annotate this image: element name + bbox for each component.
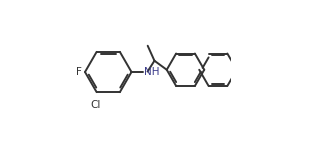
Text: Cl: Cl	[90, 100, 100, 110]
Text: NH: NH	[144, 67, 160, 77]
Text: F: F	[77, 67, 82, 77]
